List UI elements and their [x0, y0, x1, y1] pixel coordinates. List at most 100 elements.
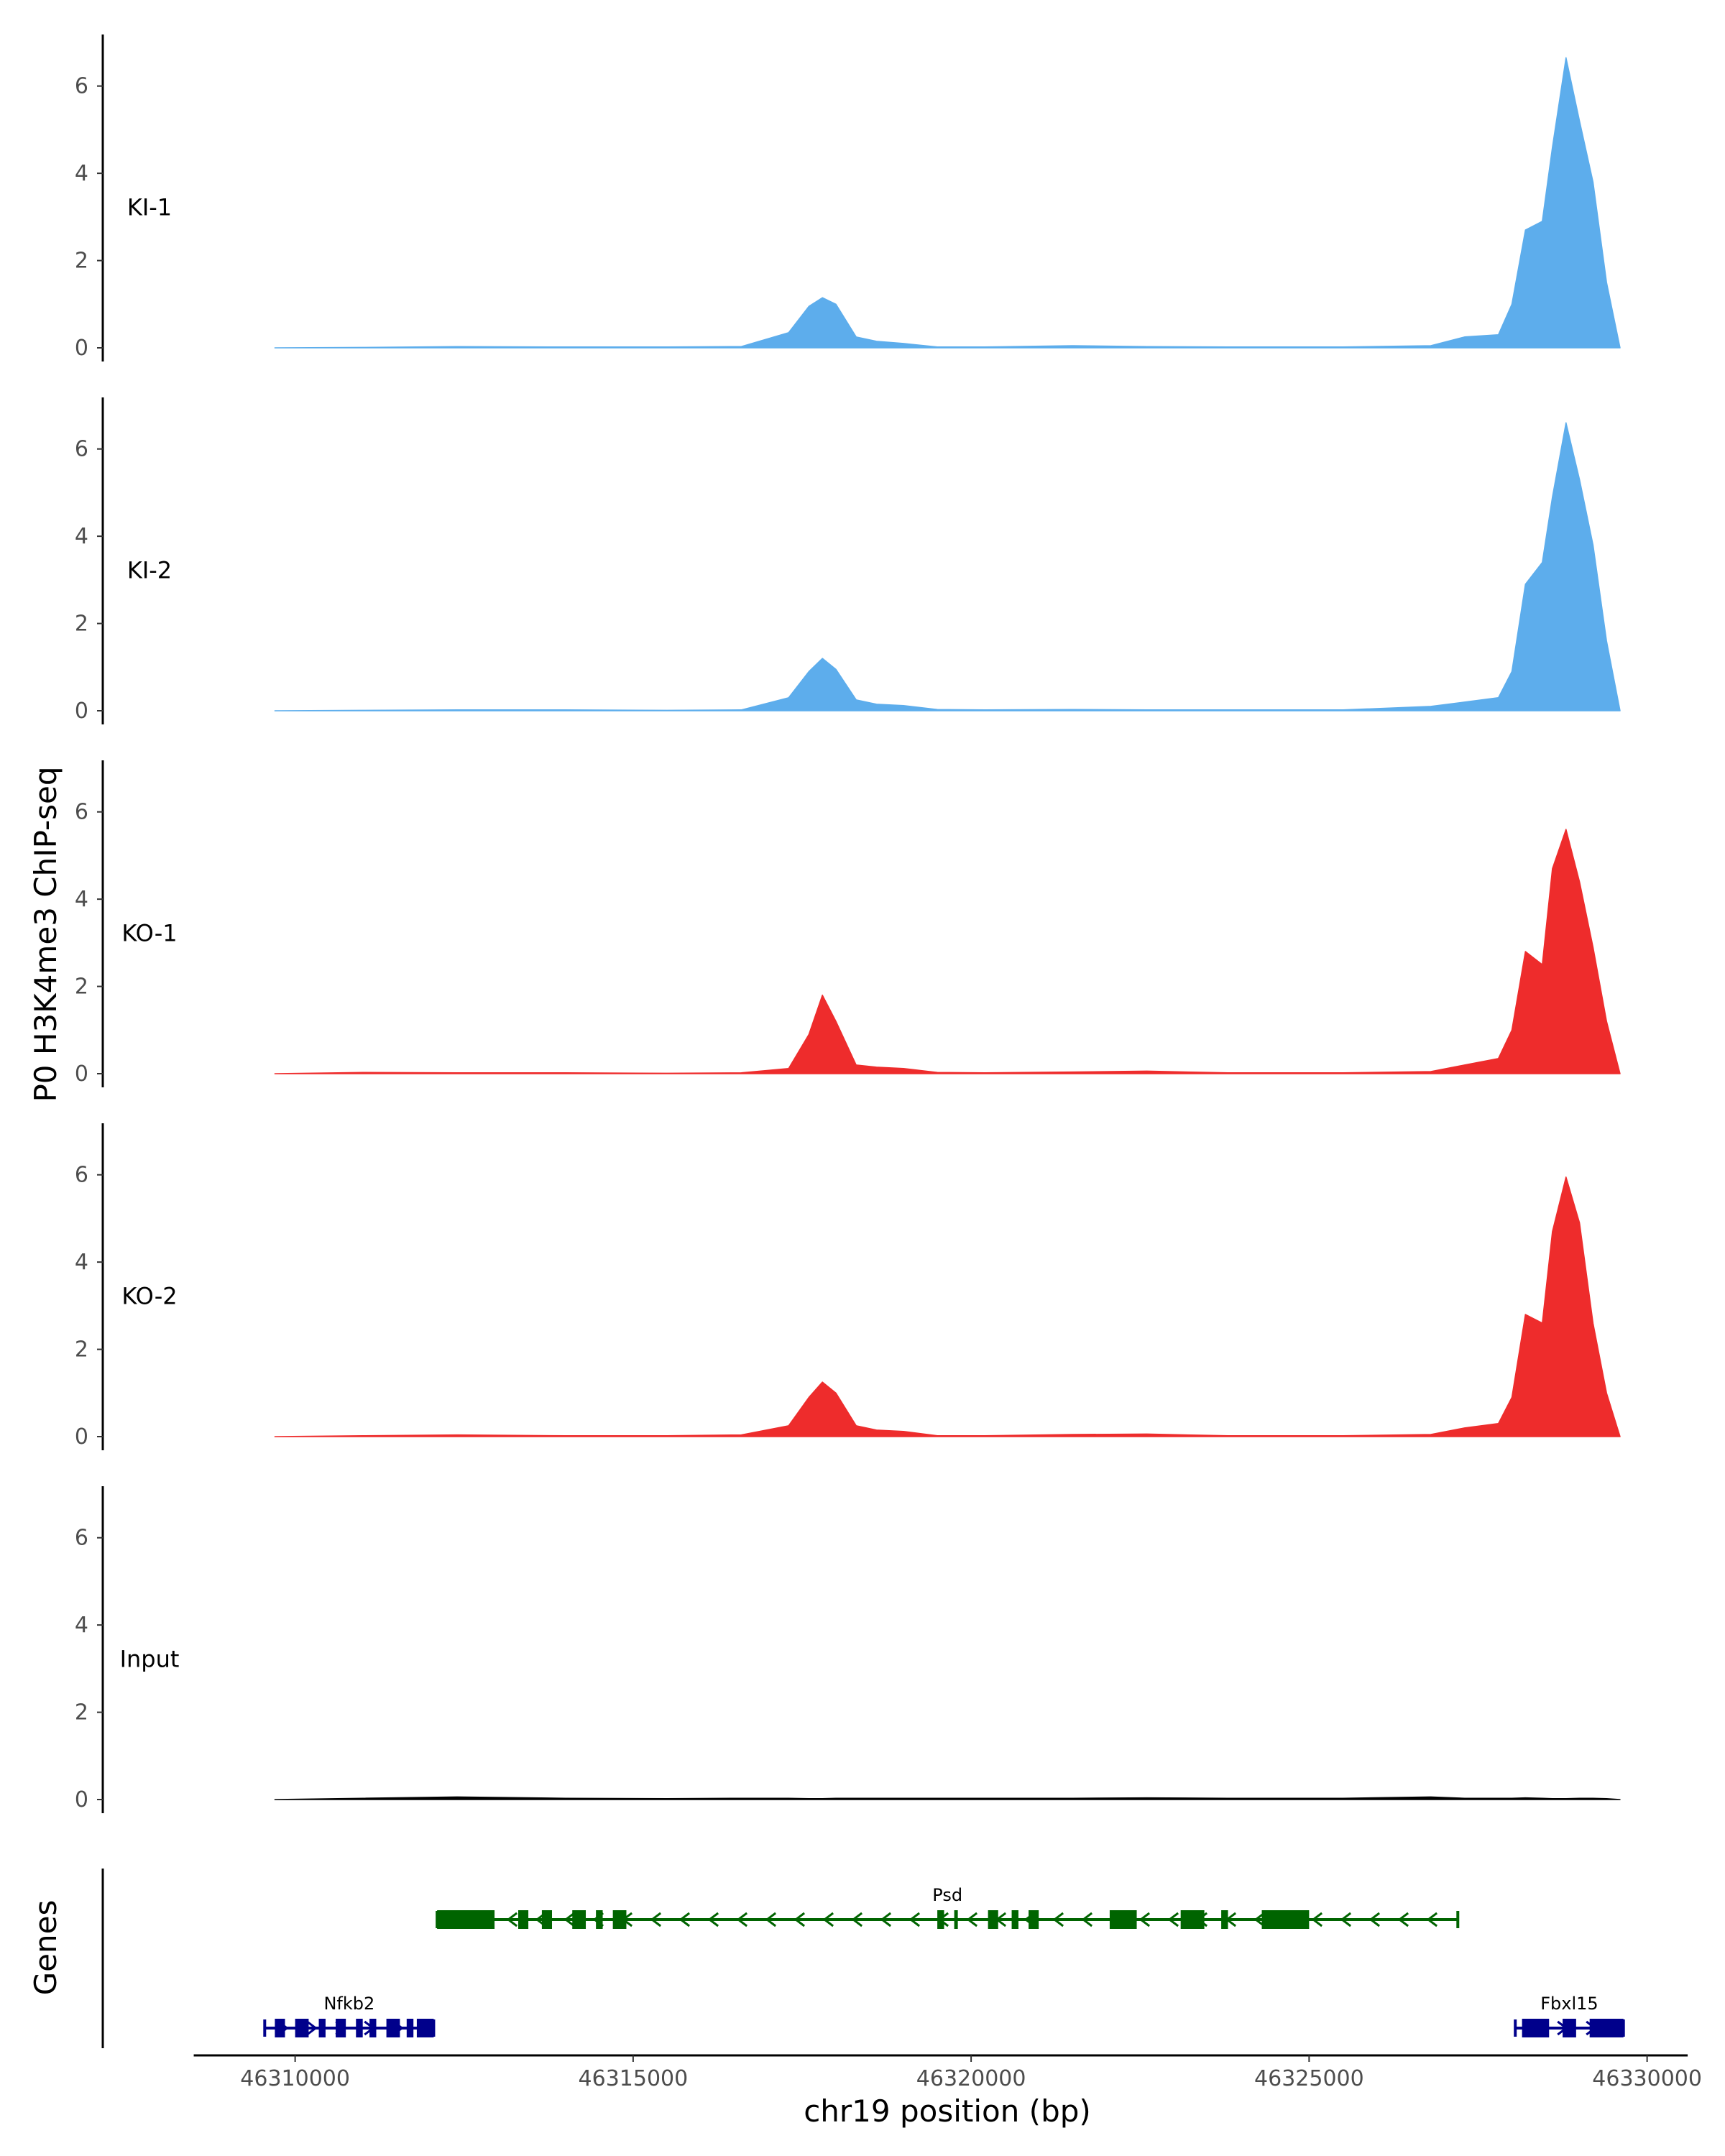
- x-tick-label: 46315000: [579, 2066, 689, 2091]
- strand-arrow: [908, 1912, 921, 1927]
- y-tick-label: 0: [75, 1424, 88, 1450]
- x-axis: 46310000 46315000 46320000 46325000 46330000: [193, 2054, 1702, 2091]
- y-tick-label: 2: [75, 249, 88, 274]
- track-ko-2: 0 2 4 6 KO-2: [75, 1123, 1621, 1450]
- strand-arrow: [1138, 1912, 1151, 1927]
- gene-exon: [369, 2019, 377, 2037]
- y-tick-label: 0: [75, 1787, 88, 1812]
- signal-area: [274, 422, 1621, 711]
- track-label: KI-1: [127, 194, 172, 221]
- strand-arrow: [765, 1912, 777, 1927]
- gene-exon: [295, 2019, 309, 2037]
- gene-exon: [437, 1910, 495, 1929]
- track-ko-1: 0 2 4 6 KO-1: [75, 760, 1621, 1087]
- x-tick-label: 46310000: [240, 2066, 350, 2091]
- track-label: Input: [120, 1646, 180, 1673]
- y-tick-label: 0: [75, 699, 88, 724]
- gene-exon: [336, 2019, 346, 2037]
- gene-exon: [1563, 2019, 1576, 2037]
- strand-arrow: [736, 1912, 748, 1927]
- y-tick-label: 4: [75, 887, 88, 912]
- gene-exon: [612, 1910, 627, 1929]
- signal-area: [274, 1796, 1621, 1800]
- gene-exon: [937, 1910, 944, 1929]
- gene-exon: [1180, 1910, 1205, 1929]
- y-tick-label: 4: [75, 1250, 88, 1275]
- x-tick-label: 46320000: [916, 2066, 1026, 2091]
- strand-arrow: [1311, 1912, 1323, 1927]
- gene-exon: [1589, 2019, 1624, 2037]
- signal-tracks: 0 2 4 6 KI-1 0 2 4 6 KI-2 0 2 4 6 KO-1 0 2 4 6 KO-2 0 2 4 6 Inpu…: [75, 34, 1621, 1813]
- gene-exon: [1221, 1910, 1228, 1929]
- gene-exon: [1522, 2019, 1550, 2037]
- gene-exon: [406, 2019, 414, 2037]
- x-tick-label: 46325000: [1254, 2066, 1364, 2091]
- y-tick-label: 0: [75, 1061, 88, 1087]
- track-label: KI-2: [127, 557, 172, 584]
- gene-psd: Psd: [436, 1885, 1460, 1929]
- gene-exon: [1011, 1910, 1018, 1929]
- strand-arrow: [1254, 1912, 1266, 1927]
- gene-exon: [356, 2019, 363, 2037]
- y-tick-label: 6: [75, 437, 88, 462]
- strand-arrow: [306, 2020, 318, 2036]
- strand-arrow: [1397, 1912, 1409, 1927]
- strand-arrow: [880, 1912, 892, 1927]
- y-tick-label: 0: [75, 336, 88, 361]
- track-ki-2: 0 2 4 6 KI-2: [75, 397, 1621, 724]
- y-tick-label: 4: [75, 524, 88, 549]
- gene-exon: [541, 1910, 553, 1929]
- strand-arrow: [851, 1912, 863, 1927]
- gene-nfkb2: Nfkb2: [263, 1994, 436, 2037]
- gene-annotation-track: Psd Nfkb2 Fbxl15: [101, 1869, 1625, 2048]
- signal-area: [274, 1176, 1621, 1437]
- gene-exon: [416, 2019, 434, 2037]
- gene-label: Psd: [932, 1885, 962, 1905]
- y-tick-label: 6: [75, 1163, 88, 1188]
- strand-arrow: [794, 1912, 806, 1927]
- y-tick-label: 6: [75, 1526, 88, 1551]
- gene-exon: [275, 2019, 285, 2037]
- gene-exon: [1109, 1910, 1137, 1929]
- gene-fbxl15: Fbxl15: [1514, 1994, 1625, 2037]
- track-label: KO-1: [121, 920, 177, 947]
- gene-exon: [1029, 1910, 1039, 1929]
- y-tick-label: 4: [75, 161, 88, 186]
- strand-arrow: [1426, 1912, 1438, 1927]
- x-tick-label: 46330000: [1592, 2066, 1702, 2091]
- signal-area: [274, 57, 1621, 349]
- y-tick-label: 2: [75, 612, 88, 637]
- gene-label: Fbxl15: [1540, 1994, 1598, 2014]
- strand-arrow: [822, 1912, 834, 1927]
- x-axis-title: chr19 position (bp): [804, 2093, 1091, 2129]
- gene-exon: [572, 1910, 586, 1929]
- y-tick-label: 6: [75, 800, 88, 825]
- genes-axis-title: Genes: [28, 1900, 63, 1996]
- strand-arrow: [1340, 1912, 1352, 1927]
- strand-arrow: [1081, 1912, 1093, 1927]
- track-ki-1: 0 2 4 6 KI-1: [75, 34, 1621, 361]
- strand-arrow: [506, 1912, 518, 1927]
- signal-area: [274, 829, 1621, 1074]
- strand-arrow: [564, 1912, 576, 1927]
- gene-exon: [988, 1910, 998, 1929]
- gene-exon: [386, 2019, 400, 2037]
- strand-arrow: [1167, 1912, 1179, 1927]
- y-tick-label: 4: [75, 1613, 88, 1638]
- y-tick-label: 2: [75, 1337, 88, 1363]
- strand-arrow: [966, 1912, 978, 1927]
- strand-arrow: [707, 1912, 719, 1927]
- y-tick-label: 2: [75, 1700, 88, 1726]
- y-tick-label: 6: [75, 74, 88, 99]
- gene-exon: [518, 1910, 529, 1929]
- y-tick-label: 2: [75, 975, 88, 1000]
- gene-exon: [318, 2019, 326, 2037]
- gene-exon: [1261, 1910, 1310, 1929]
- strand-arrow: [1368, 1912, 1381, 1927]
- gene-exon: [596, 1910, 603, 1929]
- gene-exon: [954, 1910, 958, 1929]
- track-label: KO-2: [121, 1283, 177, 1310]
- strand-arrow: [1052, 1912, 1064, 1927]
- gene-label: Nfkb2: [323, 1994, 374, 2014]
